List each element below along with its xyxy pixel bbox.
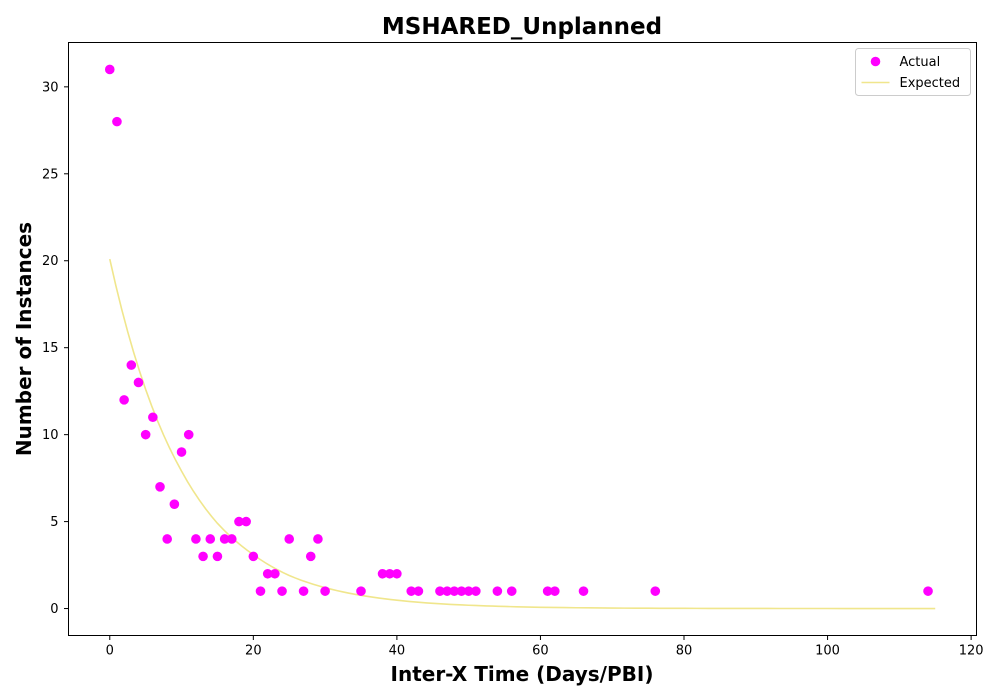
data-point-actual — [176, 447, 187, 457]
data-point-actual — [248, 551, 259, 562]
x-tick-label: 120 — [959, 644, 984, 659]
data-point-actual — [169, 499, 180, 510]
y-tick-label: 20 — [42, 254, 59, 269]
data-point-actual — [392, 568, 402, 579]
data-point-actual — [506, 586, 517, 596]
series-line-expected — [108, 258, 936, 610]
x-tick-label: 60 — [532, 644, 549, 659]
data-point-actual — [191, 534, 201, 544]
data-point-actual — [155, 482, 165, 492]
x-axis-label: Inter-X Time (Days/PBI) — [391, 662, 654, 686]
data-point-actual — [226, 534, 237, 544]
data-point-actual — [463, 586, 474, 596]
data-point-actual — [255, 586, 266, 596]
plot-frame — [68, 42, 977, 636]
chart-title: MSHARED_Unplanned — [382, 14, 662, 40]
data-point-actual — [356, 586, 366, 596]
legend-marker-actual — [870, 56, 881, 67]
y-tick-label: 10 — [42, 428, 59, 443]
data-point-actual — [270, 568, 280, 579]
data-point-actual — [119, 395, 129, 405]
data-point-actual — [234, 516, 244, 527]
data-point-actual — [104, 64, 115, 75]
plot-area — [104, 64, 936, 610]
data-point-actual — [133, 377, 144, 388]
data-point-actual — [406, 586, 417, 596]
legend: Actual Expected — [855, 48, 971, 96]
data-point-actual — [384, 568, 395, 579]
data-point-actual — [435, 586, 445, 596]
data-point-actual — [112, 116, 122, 127]
data-point-actual — [284, 534, 295, 544]
y-tick-label: 15 — [42, 341, 59, 356]
data-point-actual — [241, 516, 251, 527]
data-point-actual — [162, 534, 172, 544]
data-point-actual — [492, 586, 503, 596]
y-tick-label: 5 — [50, 515, 58, 530]
data-point-actual — [456, 586, 467, 596]
data-point-actual — [205, 534, 216, 544]
data-point-actual — [550, 586, 560, 596]
data-point-actual — [298, 586, 309, 596]
data-point-actual — [262, 568, 273, 579]
data-point-actual — [140, 429, 151, 440]
data-point-actual — [923, 586, 933, 596]
y-axis-label: Number of Instances — [12, 222, 36, 456]
x-tick-label: 40 — [389, 644, 406, 659]
legend-label: Actual — [900, 55, 941, 70]
x-tick-label: 80 — [676, 644, 693, 659]
data-point-actual — [212, 551, 223, 562]
y-tick-label: 25 — [42, 167, 59, 182]
x-tick-label: 0 — [106, 644, 114, 659]
data-point-actual — [449, 586, 460, 596]
x-axis: 0 20 40 60 80 100 120 — [106, 635, 984, 659]
data-point-actual — [219, 534, 230, 544]
data-point-actual — [442, 586, 452, 596]
data-point-actual — [277, 586, 287, 596]
x-tick-label: 100 — [815, 644, 840, 659]
data-point-actual — [578, 586, 589, 596]
data-point-actual — [183, 429, 194, 440]
data-point-actual — [313, 534, 323, 544]
data-point-actual — [377, 568, 388, 579]
y-tick-label: 30 — [42, 80, 59, 95]
y-tick-label: 0 — [50, 602, 58, 617]
legend-label: Expected — [900, 76, 961, 91]
data-point-actual — [148, 412, 158, 423]
data-point-actual — [305, 551, 316, 562]
data-point-actual — [471, 586, 481, 596]
data-point-actual — [542, 586, 553, 596]
data-point-actual — [198, 551, 208, 562]
data-point-actual — [126, 360, 137, 370]
x-tick-label: 20 — [245, 644, 262, 659]
data-point-actual — [650, 586, 661, 596]
legend-box — [855, 48, 971, 96]
data-point-actual — [413, 586, 424, 596]
y-axis: 0 5 10 15 20 25 30 — [42, 80, 69, 617]
data-point-actual — [320, 586, 330, 596]
